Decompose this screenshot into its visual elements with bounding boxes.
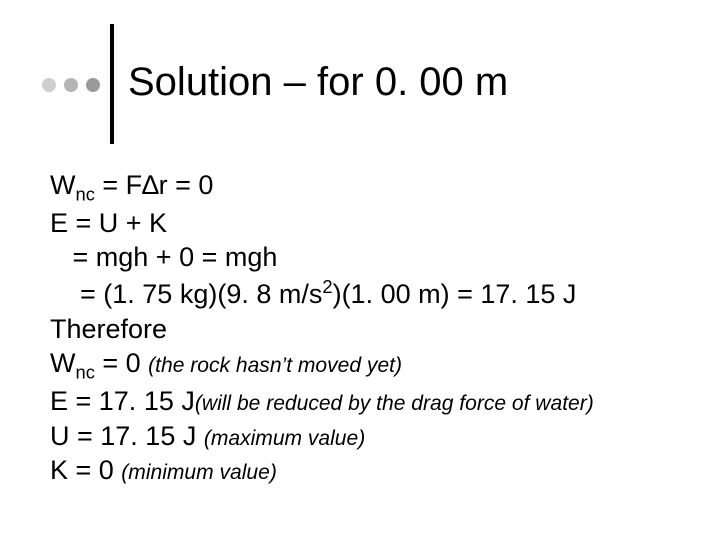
bullet-dot-2 [64, 78, 78, 92]
bullet-dot-1 [42, 78, 56, 92]
body-line-7: E = 17. 15 J(will be reduced by the drag… [50, 384, 594, 419]
body-line-8: U = 17. 15 J (maximum value) [50, 419, 594, 454]
body-line-4: = (1. 75 kg)(9. 8 m/s2)(1. 00 m) = 17. 1… [50, 275, 594, 312]
body-line-9: K = 0 (minimum value) [50, 453, 594, 488]
body-line-1: Wnc = F∆r = 0 [50, 168, 594, 206]
body-line-6: Wnc = 0 (the rock hasn’t moved yet) [50, 346, 594, 384]
body-line-5: Therefore [50, 312, 594, 347]
body-line-2: E = U + K [50, 206, 594, 241]
body-line-3: = mgh + 0 = mgh [50, 240, 594, 275]
slide-body: Wnc = F∆r = 0 E = U + K = mgh + 0 = mgh … [50, 168, 594, 488]
bullet-dot-3 [86, 78, 100, 92]
slide-title: Solution – for 0. 00 m [128, 60, 508, 105]
title-divider [110, 24, 114, 144]
title-bullets [42, 78, 100, 92]
